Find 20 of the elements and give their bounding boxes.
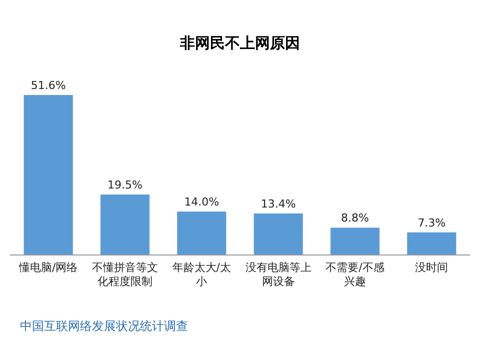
x-tick-label: 懂电脑/网络	[18, 261, 78, 274]
data-label: 51.6%	[30, 79, 66, 92]
data-label: 19.5%	[108, 178, 142, 192]
bar	[100, 194, 150, 255]
text: 中国互联网络发展状况统计调查	[20, 319, 188, 333]
data-label: 7.3%	[418, 216, 446, 230]
bar	[330, 228, 380, 255]
x-tick-label: 不需要/不感兴趣	[326, 261, 384, 288]
bar	[177, 212, 226, 255]
x-tick-label: 没有电脑等上网设备	[245, 261, 312, 288]
data-label: 14.0%	[184, 196, 220, 209]
x-tick-label: 没时间	[415, 261, 448, 274]
x-tick-label: 不懂拼音等文化程度限制	[92, 261, 158, 288]
x-tick-label: 年龄太大/太小	[172, 261, 232, 288]
chart-title: 非网民不上网原因	[179, 34, 300, 52]
bar	[254, 213, 303, 255]
bar	[407, 232, 456, 255]
bar	[24, 95, 73, 255]
data-label: 13.4%	[260, 197, 296, 210]
data-label: 8.8%	[341, 212, 369, 225]
